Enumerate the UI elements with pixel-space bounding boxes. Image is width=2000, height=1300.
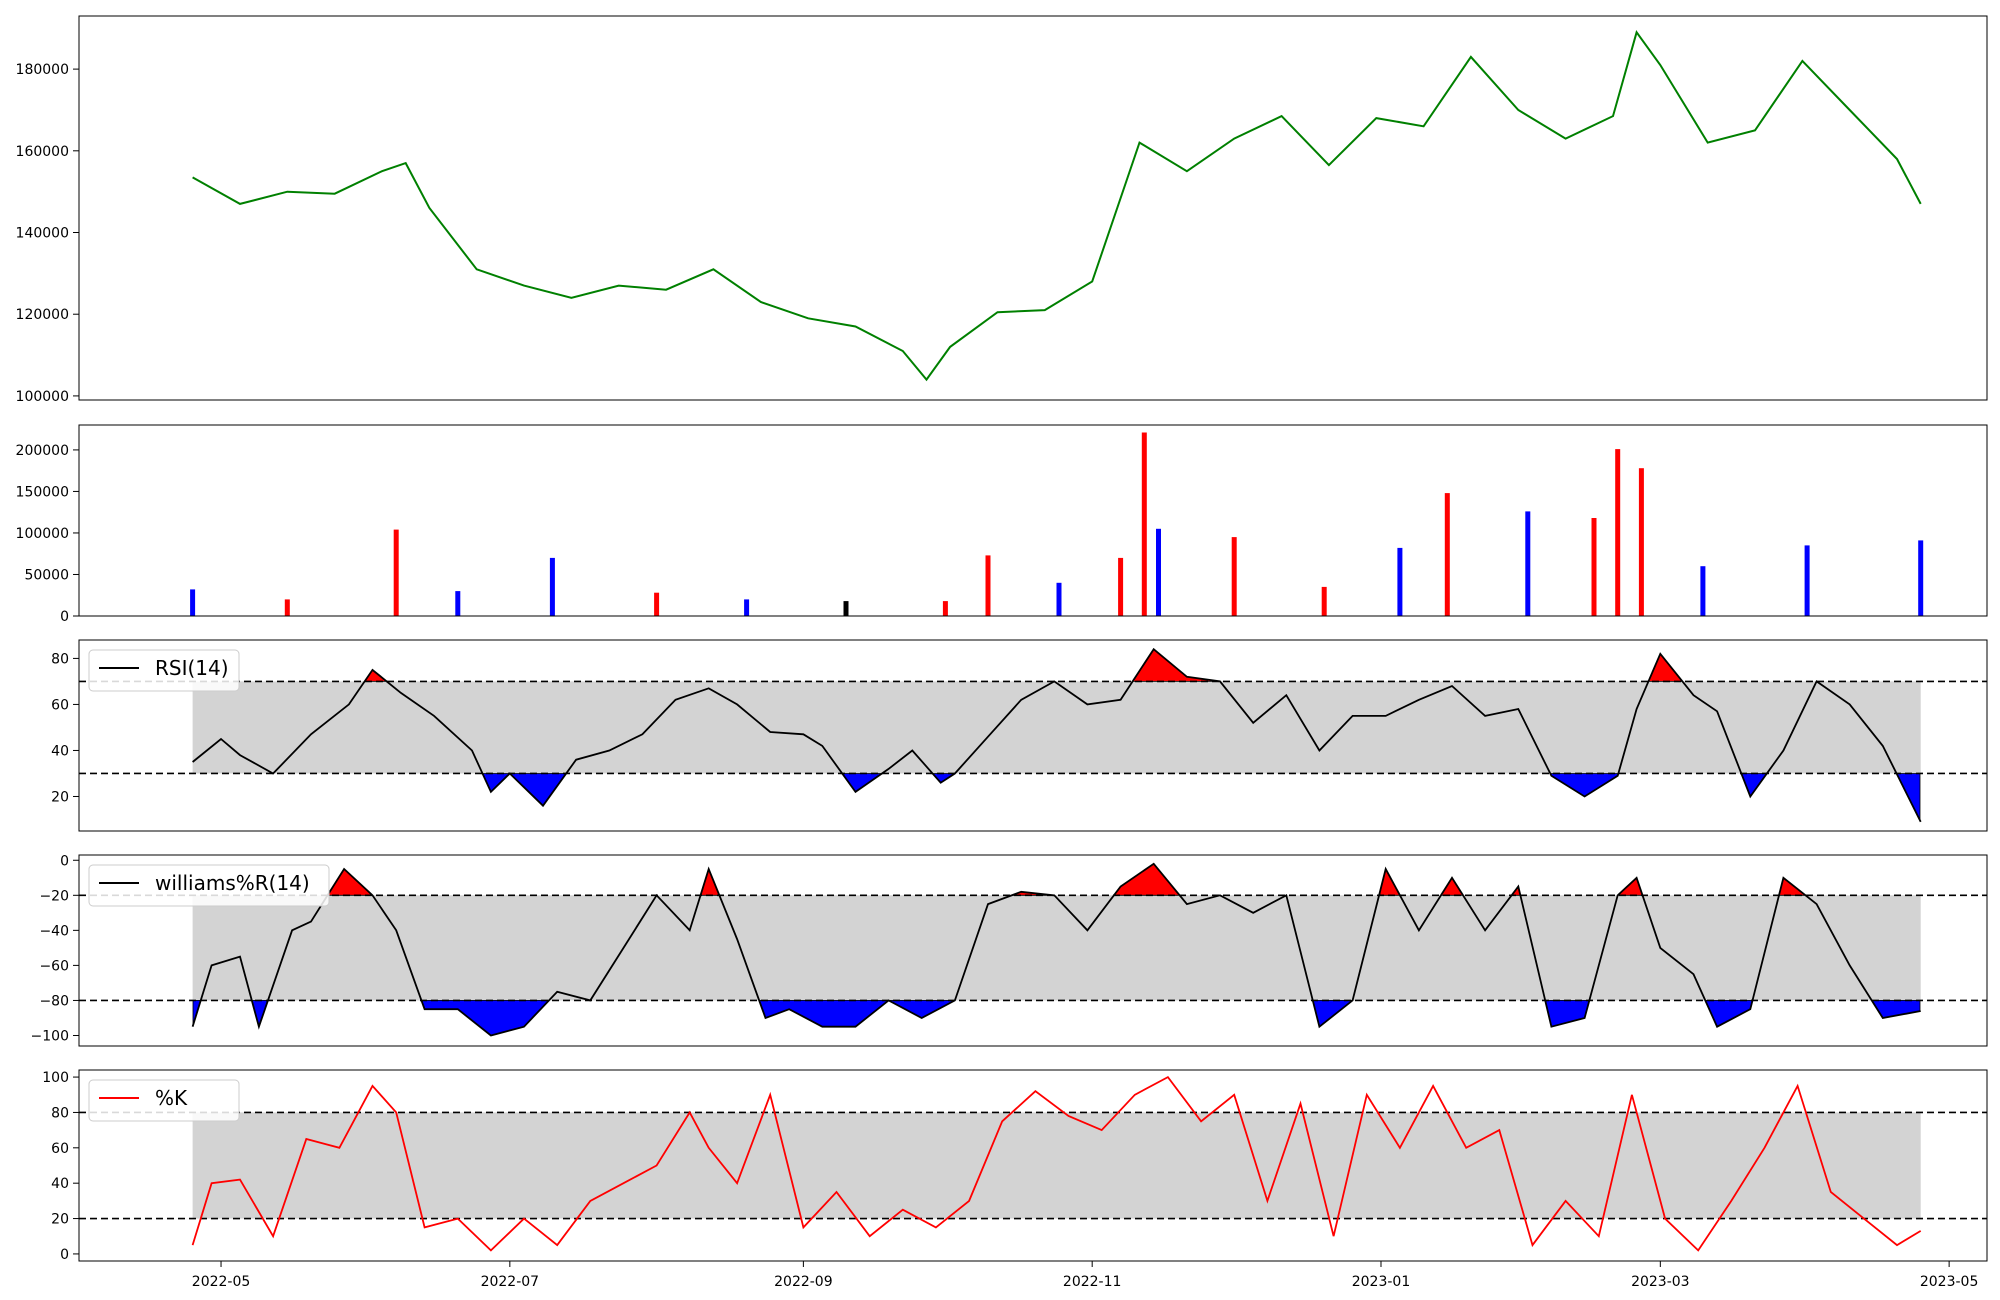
y-tick-label: −80 [39, 993, 69, 1009]
x-tick-label: 2022-09 [774, 1274, 833, 1290]
volume-bar [843, 601, 849, 616]
y-tick-label: 100000 [16, 526, 69, 542]
y-tick-label: 140000 [16, 226, 69, 242]
x-tick-label: 2023-03 [1631, 1274, 1690, 1290]
volume-bar [1118, 557, 1124, 616]
neutral-band [192, 895, 1921, 1001]
volume-bar [455, 591, 461, 616]
legend-box [88, 864, 330, 907]
volume-bar [1918, 540, 1924, 616]
y-tick-label: 160000 [16, 144, 69, 160]
volume-bar [985, 555, 991, 616]
panel-frame [78, 639, 1988, 832]
y-tick-label: 80 [51, 651, 69, 667]
y-tick-label: 40 [51, 1176, 69, 1192]
oversold-fill [759, 1000, 955, 1028]
volume-bar [744, 599, 750, 616]
indicator-line [191, 862, 1921, 1037]
y-tick-label: 100 [42, 1070, 69, 1086]
price-line [192, 30, 1922, 382]
neutral-band [192, 1112, 1921, 1219]
volume-bar [942, 601, 948, 616]
y-tick-label: 0 [60, 609, 69, 625]
y-tick-label: 50000 [24, 567, 69, 583]
price-panel: 100000 120000 140000 160000 180000 [16, 15, 1988, 405]
y-tick-label: 0 [60, 1247, 69, 1263]
volume-bar [1615, 449, 1621, 616]
y-tick-label: 200000 [16, 443, 69, 459]
volume-panel: 0 50000 100000 150000 200000 [16, 424, 1988, 625]
volume-bar [1141, 432, 1147, 616]
volume-bar [1321, 586, 1327, 616]
legend-box [88, 1079, 240, 1122]
y-tick-label: 20 [51, 1212, 69, 1228]
y-tick-label: 150000 [16, 484, 69, 500]
legend-label: williams%R(14) [155, 871, 310, 895]
volume-bar [1397, 547, 1403, 616]
panel-frame [78, 1069, 1988, 1262]
indicator-line [191, 1075, 1922, 1252]
panel-frame [78, 854, 1988, 1047]
volume-bar [1231, 537, 1237, 616]
y-tick-label: −60 [39, 958, 69, 974]
volume-bar [284, 599, 290, 616]
y-tick-label: 20 [51, 789, 69, 805]
y-tick-label: 120000 [16, 307, 69, 323]
volume-bar [1156, 528, 1161, 616]
legend-box [88, 649, 240, 692]
oversold-fill [1550, 773, 1619, 797]
x-tick-label: 2022-07 [481, 1274, 540, 1290]
y-tick-label: 80 [51, 1105, 69, 1121]
y-tick-label: 40 [51, 743, 69, 759]
rsi-panel: 20 40 60 80 RSI(14) [51, 639, 1988, 832]
volume-bar [1525, 511, 1531, 616]
x-tick-label: 2022-05 [192, 1274, 251, 1290]
volume-bar [1591, 518, 1597, 616]
y-tick-label: −20 [39, 888, 69, 904]
y-tick-label: 100000 [16, 389, 69, 405]
volume-bar [1700, 566, 1706, 616]
overbought-fill [327, 868, 373, 896]
x-tick-label: 2023-05 [1920, 1274, 1979, 1290]
x-tick-label: 2023-01 [1352, 1274, 1411, 1290]
neutral-band [192, 681, 1921, 774]
oversold-fill [1705, 1000, 1753, 1027]
panel-frame [78, 15, 1988, 401]
stochastic-panel: 0 20 40 60 80 100 %K 2022-05 2022-07 2022-09 2022-… [42, 1069, 1988, 1290]
volume-bar [654, 592, 660, 616]
y-tick-label: 0 [60, 853, 69, 869]
legend-label: RSI(14) [155, 656, 229, 680]
volume-bar [1056, 582, 1062, 616]
indicator-line [192, 647, 1922, 823]
overbought-fill [1440, 877, 1464, 896]
y-tick-label: 60 [51, 697, 69, 713]
volume-bar [1804, 545, 1810, 616]
x-tick-label: 2022-11 [1063, 1274, 1122, 1290]
y-tick-label: 180000 [16, 62, 69, 78]
y-tick-label: −100 [31, 1028, 69, 1044]
y-tick-label: −40 [39, 923, 69, 939]
overbought-fill [1132, 648, 1221, 682]
williams-r-panel: 0 −20 −40 −60 −80 −100 williams%R(14) [31, 853, 1988, 1047]
volume-bar [393, 529, 399, 616]
volume-bar [190, 589, 196, 616]
panel-frame [78, 424, 1988, 617]
volume-bar [1638, 468, 1644, 616]
volume-bar [1444, 493, 1450, 616]
legend-label: %K [155, 1086, 188, 1110]
volume-bar [549, 557, 555, 616]
y-tick-label: 60 [51, 1141, 69, 1157]
